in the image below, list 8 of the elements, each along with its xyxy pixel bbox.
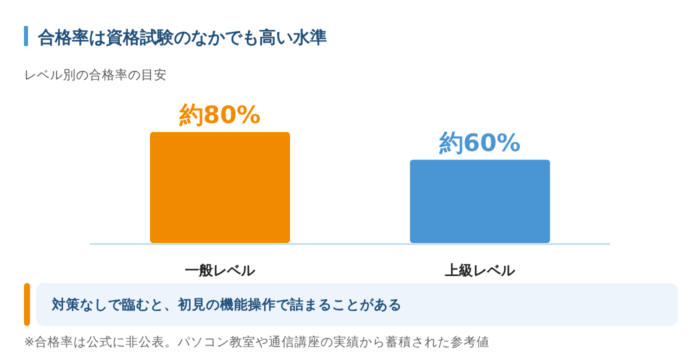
text: 対策なしで臨むと、初見の機能操作で詰まることがある (51, 296, 402, 313)
chart-title: 合格率は資格試験のなかでも高い水準 (37, 28, 327, 48)
data-label: 約60% (438, 128, 521, 157)
x-tick-label: 上級レベル (444, 263, 516, 279)
text: ※合格率は公式に非公表。パソコン教室や通信講座の実績から蓄積された参考値 (24, 334, 490, 349)
x-tick-label: 一般レベル (185, 263, 256, 279)
chart-subtitle: レベル別の合格率の目安 (24, 67, 167, 82)
data-label: 約80% (178, 101, 261, 129)
